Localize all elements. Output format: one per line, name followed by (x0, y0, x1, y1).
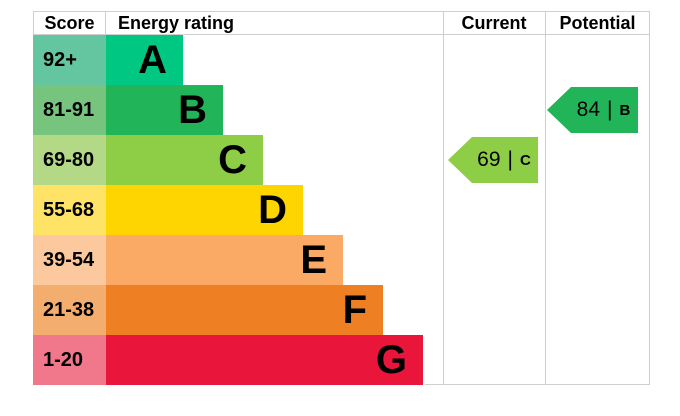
current-score: 69 (477, 148, 501, 171)
table-right-border (649, 11, 650, 385)
header-potential: Potential (559, 13, 636, 33)
score-range-d: 55-68 (33, 185, 106, 235)
band-row-f: 21-38 F (33, 285, 650, 335)
band-row-g: 1-20 G (33, 335, 650, 385)
score-range-c: 69-80 (33, 135, 106, 185)
table-bottom-border (425, 384, 650, 385)
score-range-b: 81-91 (33, 85, 106, 135)
rating-bar-b: B (106, 85, 223, 135)
band-row-b: 81-91 B (33, 85, 650, 135)
grade-letter-f: F (342, 288, 367, 332)
potential-grade: B (619, 101, 631, 119)
header-score: Score (33, 12, 106, 34)
rating-bar-d: D (106, 185, 303, 235)
rating-bar-c: C (106, 135, 263, 185)
score-range-f: 21-38 (33, 285, 106, 335)
current-grade: C (519, 151, 531, 169)
grade-letter-d: D (258, 188, 287, 232)
current-separator: | (507, 148, 513, 171)
rating-bar-e: E (106, 235, 343, 285)
score-range-e: 39-54 (33, 235, 106, 285)
band-row-e: 39-54 E (33, 235, 650, 285)
rating-bands: 92+ A 81-91 B 69-80 C 55-68 D 39-54 E 21… (33, 35, 650, 385)
header-energy-rating: Energy rating (118, 13, 235, 33)
potential-score: 84 (576, 98, 601, 121)
band-row-a: 92+ A (33, 35, 650, 85)
rating-bar-a: A (106, 35, 183, 85)
band-row-c: 69-80 C (33, 135, 650, 185)
grade-letter-b: B (178, 88, 207, 132)
score-range-g: 1-20 (33, 335, 106, 385)
potential-separator: | (607, 98, 613, 121)
rating-bar-f: F (106, 285, 383, 335)
rating-bar-g: G (106, 335, 423, 385)
score-range-a: 92+ (33, 35, 106, 85)
grade-letter-g: G (375, 338, 407, 382)
grade-letter-e: E (300, 238, 327, 282)
column-divider-current (443, 11, 444, 385)
header-current: Current (461, 13, 527, 33)
grade-letter-c: C (218, 138, 247, 182)
band-row-d: 55-68 D (33, 185, 650, 235)
chart-header: Score Energy rating Current Potential (33, 11, 650, 35)
column-divider-potential (545, 11, 546, 385)
grade-letter-a: A (138, 38, 167, 82)
